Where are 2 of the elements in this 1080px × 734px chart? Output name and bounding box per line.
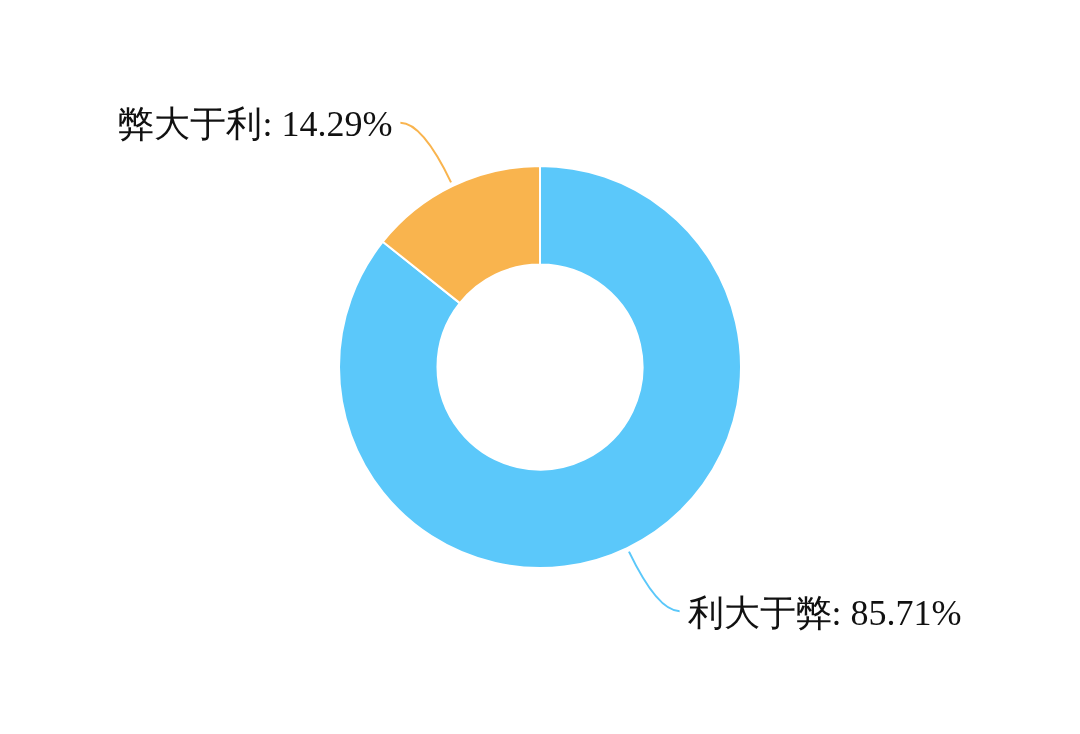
slice-label: 利大于弊: 85.71%	[687, 592, 962, 633]
slice-label: 弊大于利: 14.29%	[118, 104, 393, 145]
